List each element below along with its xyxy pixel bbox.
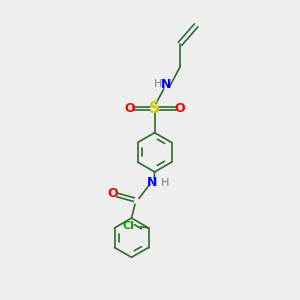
Text: O: O xyxy=(108,187,118,200)
Text: Cl: Cl xyxy=(123,220,135,231)
Text: H: H xyxy=(160,178,169,188)
Text: O: O xyxy=(124,102,134,115)
Text: S: S xyxy=(149,101,160,116)
Text: N: N xyxy=(147,176,158,189)
Text: N: N xyxy=(161,78,171,91)
Text: H: H xyxy=(154,79,162,89)
Text: O: O xyxy=(175,102,185,115)
